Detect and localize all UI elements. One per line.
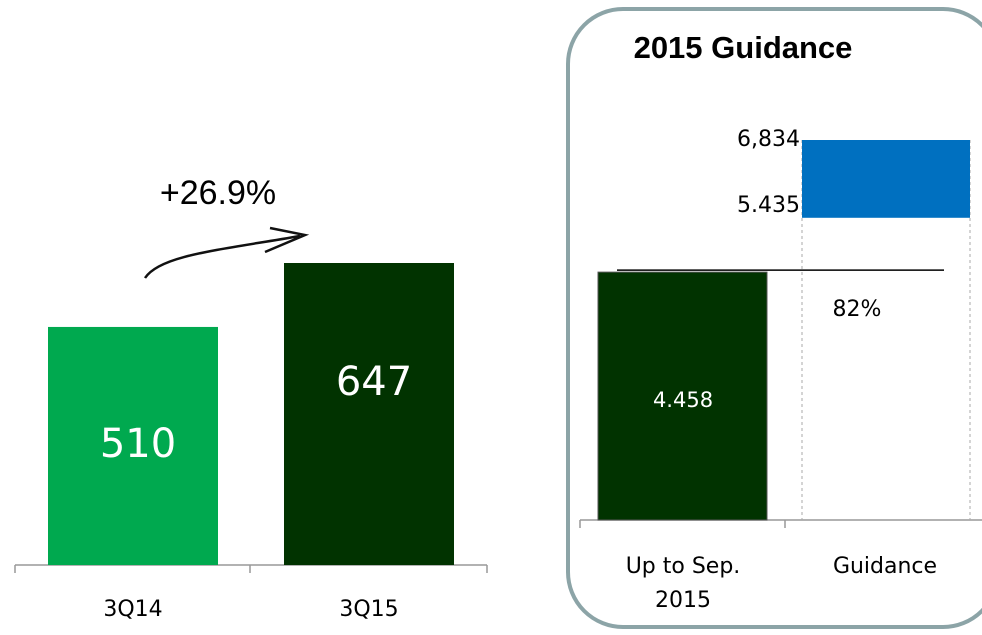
annotation: 82% bbox=[833, 297, 882, 322]
annotation: +26.9% bbox=[160, 174, 276, 212]
growth-arrow bbox=[143, 226, 310, 279]
range-label: 5.435 bbox=[737, 193, 800, 218]
panel-title: 2015 Guidance bbox=[634, 30, 853, 65]
x-tick-label: 3Q14 bbox=[103, 597, 162, 622]
bar bbox=[597, 271, 768, 521]
range-bar bbox=[802, 140, 970, 218]
x-tick-label: Up to Sep. 2015 bbox=[625, 554, 741, 613]
value-label: 647 bbox=[336, 359, 412, 405]
x-tick-label: 3Q15 bbox=[339, 597, 398, 622]
value-label: 4.458 bbox=[653, 388, 713, 412]
range-label: 6,834 bbox=[737, 127, 800, 152]
bar bbox=[48, 326, 218, 565]
x-tick-label: Guidance bbox=[832, 554, 938, 579]
bar bbox=[284, 263, 454, 565]
value-label: 510 bbox=[100, 421, 176, 467]
